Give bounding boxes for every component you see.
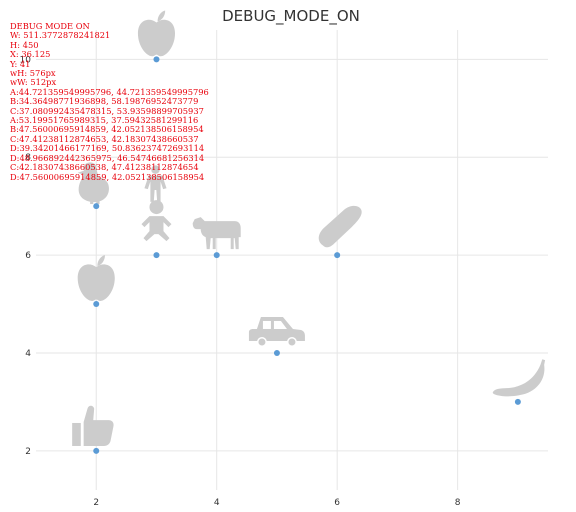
debug-line: C:47.41238112874653, 42.18307438660537 (10, 133, 199, 144)
debug-line: DEBUG MODE ON (10, 21, 90, 31)
debug-line: A:44.721359549995796, 44.721359549995796 (10, 86, 209, 97)
x-tick-label: 6 (334, 498, 340, 508)
point-marker (273, 349, 280, 356)
y-axis-ticks: 2 4 6 8 10 (20, 55, 32, 456)
grid-lines (36, 30, 548, 490)
data-point (72, 405, 114, 454)
data-point (77, 255, 115, 308)
data-point (192, 217, 241, 259)
point-marker (514, 398, 521, 405)
debug-overlay: DEBUG MODE ON W: 511.3772878241821 H: 450 X… (10, 21, 209, 182)
chart-title: DEBUG_MODE_ON (222, 7, 360, 26)
baby-icon (141, 200, 172, 242)
car-icon (248, 316, 305, 347)
point-marker (153, 56, 160, 63)
y-tick-label: 2 (25, 447, 31, 457)
debug-line: C:37.080992435478315, 53.93598899705937 (10, 105, 204, 116)
data-point (248, 316, 305, 356)
y-tick-label: 6 (25, 251, 31, 261)
y-tick-label: 10 (20, 55, 32, 65)
y-tick-label: 4 (25, 349, 31, 359)
debug-line: Y: 41 (10, 58, 31, 69)
data-point (492, 359, 546, 405)
debug-line: D:47.56000695914859, 42.052138506158954 (10, 171, 205, 182)
data-point (318, 205, 362, 259)
point-marker (93, 447, 100, 454)
data-point (77, 162, 109, 210)
debug-line: wW: 512px (10, 77, 57, 88)
debug-line: B:47.56000695914859, 42.052138506158954 (10, 124, 204, 135)
point-marker (93, 301, 100, 308)
x-axis-ticks: 2 4 6 8 (93, 498, 460, 508)
debug-line: D:48.966892442365975, 46.54746681256314 (10, 152, 205, 163)
thumbs-up-icon (72, 405, 114, 446)
debug-line: H: 450 (10, 39, 39, 50)
point-marker (334, 252, 341, 259)
point-marker (93, 203, 100, 210)
point-marker (153, 252, 160, 259)
banana-icon (492, 359, 546, 397)
bread-icon (318, 205, 362, 248)
debug-line: A:53.19951765989315, 37.59432581299116 (10, 115, 199, 126)
x-tick-label: 8 (455, 498, 461, 508)
debug-line: X: 36.125 (10, 49, 51, 60)
x-tick-label: 2 (93, 498, 99, 508)
y-tick-label: 8 (25, 153, 31, 163)
data-point (141, 200, 172, 259)
debug-line: B:34.36498771936898, 58.19876952473779 (10, 96, 199, 107)
debug-line: D:39.34201466177169, 50.836237472693114 (10, 143, 205, 154)
point-marker (213, 252, 220, 259)
debug-line: W: 511.3772878241821 (10, 30, 111, 41)
debug-line: wH: 576px (10, 68, 56, 79)
x-tick-label: 4 (214, 498, 220, 508)
data-points (72, 10, 546, 454)
data-point (137, 10, 176, 63)
debug-line: C:42.18307438660538, 47.41238112874654 (10, 162, 199, 173)
